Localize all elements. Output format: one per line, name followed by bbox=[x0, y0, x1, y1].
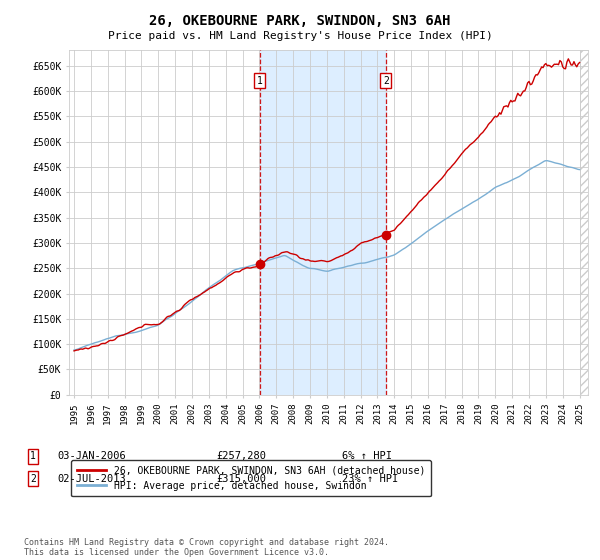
Text: 23% ↑ HPI: 23% ↑ HPI bbox=[342, 474, 398, 484]
Text: 26, OKEBOURNE PARK, SWINDON, SN3 6AH: 26, OKEBOURNE PARK, SWINDON, SN3 6AH bbox=[149, 14, 451, 28]
Text: 1: 1 bbox=[30, 451, 36, 461]
Text: 2: 2 bbox=[383, 76, 389, 86]
Text: Contains HM Land Registry data © Crown copyright and database right 2024.
This d: Contains HM Land Registry data © Crown c… bbox=[24, 538, 389, 557]
Legend: 26, OKEBOURNE PARK, SWINDON, SN3 6AH (detached house), HPI: Average price, detac: 26, OKEBOURNE PARK, SWINDON, SN3 6AH (de… bbox=[71, 460, 431, 497]
Text: £257,280: £257,280 bbox=[216, 451, 266, 461]
Text: 1: 1 bbox=[257, 76, 263, 86]
Bar bbox=[260, 50, 386, 395]
Text: £315,000: £315,000 bbox=[216, 474, 266, 484]
Text: 02-JUL-2013: 02-JUL-2013 bbox=[57, 474, 126, 484]
Text: Price paid vs. HM Land Registry's House Price Index (HPI): Price paid vs. HM Land Registry's House … bbox=[107, 31, 493, 41]
Bar bbox=[580, 50, 588, 395]
Text: 6% ↑ HPI: 6% ↑ HPI bbox=[342, 451, 392, 461]
Text: 2: 2 bbox=[30, 474, 36, 484]
Text: 03-JAN-2006: 03-JAN-2006 bbox=[57, 451, 126, 461]
